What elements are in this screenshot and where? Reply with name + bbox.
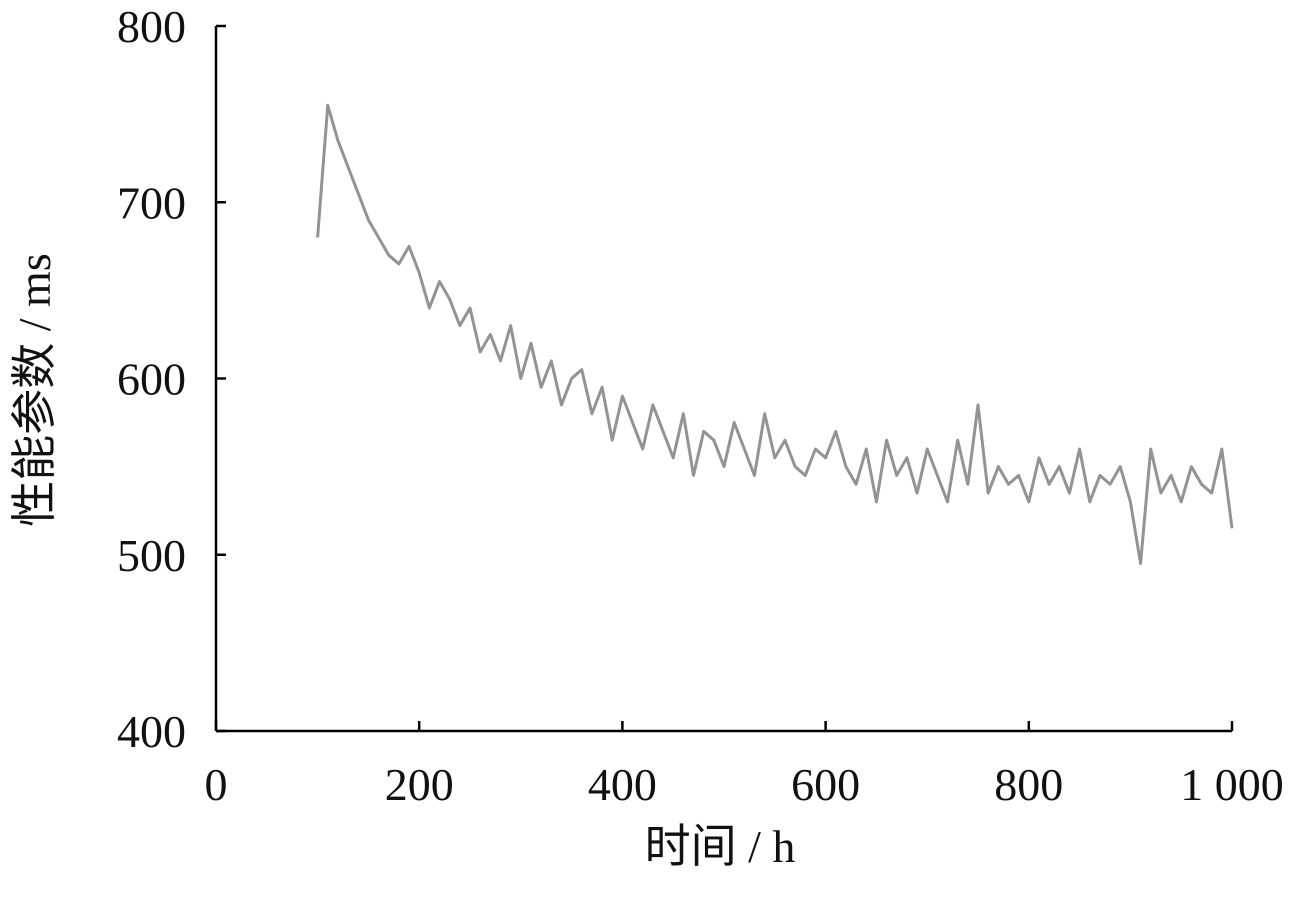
x-tick-label: 400 xyxy=(588,759,657,810)
x-tick-label: 600 xyxy=(791,759,860,810)
y-tick-label: 700 xyxy=(117,177,186,228)
data-line xyxy=(316,103,1234,566)
x-tick-label: 800 xyxy=(994,759,1063,810)
x-axis-label: 时间 / h xyxy=(645,821,796,872)
x-tick-label: 200 xyxy=(385,759,454,810)
y-tick-label: 400 xyxy=(117,706,186,757)
x-tick-label: 0 xyxy=(205,759,228,810)
y-tick-label: 500 xyxy=(117,530,186,581)
y-tick-label: 600 xyxy=(117,354,186,405)
x-tick-label: 1 000 xyxy=(1180,759,1284,810)
y-axis-label: 性能参数 / ms xyxy=(9,253,60,526)
y-tick-label: 800 xyxy=(117,1,186,52)
